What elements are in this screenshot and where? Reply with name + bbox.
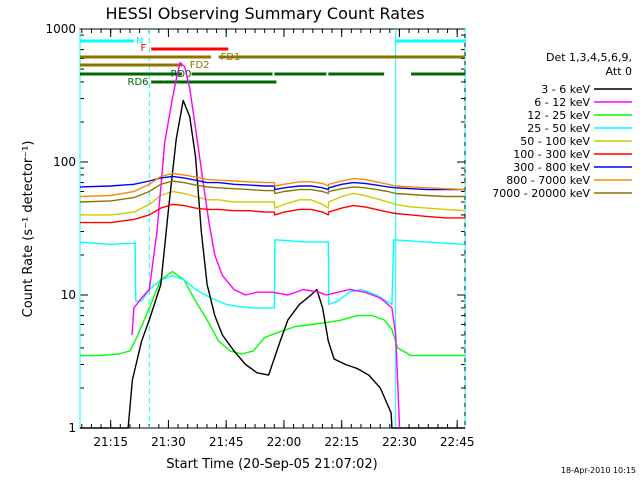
flag-label-n: N <box>136 36 143 47</box>
series-line-1 <box>131 61 401 429</box>
flag-label-fd2: FD2 <box>190 60 210 71</box>
y-axis-label: Count Rate (s⁻¹ detector⁻¹) <box>21 141 36 318</box>
x-tick-label: 22:15 <box>324 435 359 449</box>
flag-label-rd6: RD6 <box>128 77 149 88</box>
x-tick-label: 22:30 <box>382 435 417 449</box>
timestamp-footnote: 18-Apr-2010 10:15 <box>561 466 636 475</box>
legend-label: 3 - 6 keV <box>541 83 590 96</box>
legend-label: 100 - 300 keV <box>513 148 590 161</box>
flag-label-fd1: FD1 <box>221 52 241 63</box>
flag-label-f: F <box>140 43 146 54</box>
series-line-4 <box>80 190 466 216</box>
series-line-0 <box>80 99 465 429</box>
legend-header-line2: Att 0 <box>606 65 632 78</box>
x-tick-label: 22:45 <box>440 435 475 449</box>
series-line-8 <box>79 180 465 203</box>
series-line-2 <box>80 270 465 357</box>
legend-label: 6 - 12 keV <box>534 96 590 109</box>
series-line-5 <box>80 203 465 224</box>
y-tick-label: 10 <box>61 288 76 302</box>
x-tick-label: 21:45 <box>209 435 244 449</box>
plot-frame <box>79 28 466 429</box>
flag-label-rd0: RD0 <box>170 69 191 80</box>
x-tick-label: 22:00 <box>267 435 302 449</box>
x-axis-label: Start Time (20-Sep-05 21:07:02) <box>166 457 377 472</box>
legend-label: 50 - 100 keV <box>520 135 590 148</box>
x-tick-label: 21:15 <box>93 435 128 449</box>
legend-label: 7000 - 20000 keV <box>492 187 590 200</box>
chart-title: HESSI Observing Summary Count Rates <box>105 4 424 23</box>
y-tick-label: 100 <box>53 155 76 169</box>
series-line-7 <box>79 172 466 198</box>
legend-header-line1: Det 1,3,4,5,6,9, <box>546 51 632 64</box>
x-tick-label: 21:30 <box>151 435 186 449</box>
series-line-6 <box>79 175 465 191</box>
series-line-3 <box>79 239 466 309</box>
y-tick-label: 1 <box>68 421 76 435</box>
legend-label: 300 - 800 keV <box>513 161 590 174</box>
legend-label: 12 - 25 keV <box>527 109 590 122</box>
plot-area: 1 10 100 1000 21:15 21:30 21:45 22:00 22:15 22:30… <box>45 22 474 449</box>
legend-label: 25 - 50 keV <box>527 122 590 135</box>
legend-label: 800 - 7000 keV <box>506 174 590 187</box>
y-tick-label: 1000 <box>45 22 76 36</box>
